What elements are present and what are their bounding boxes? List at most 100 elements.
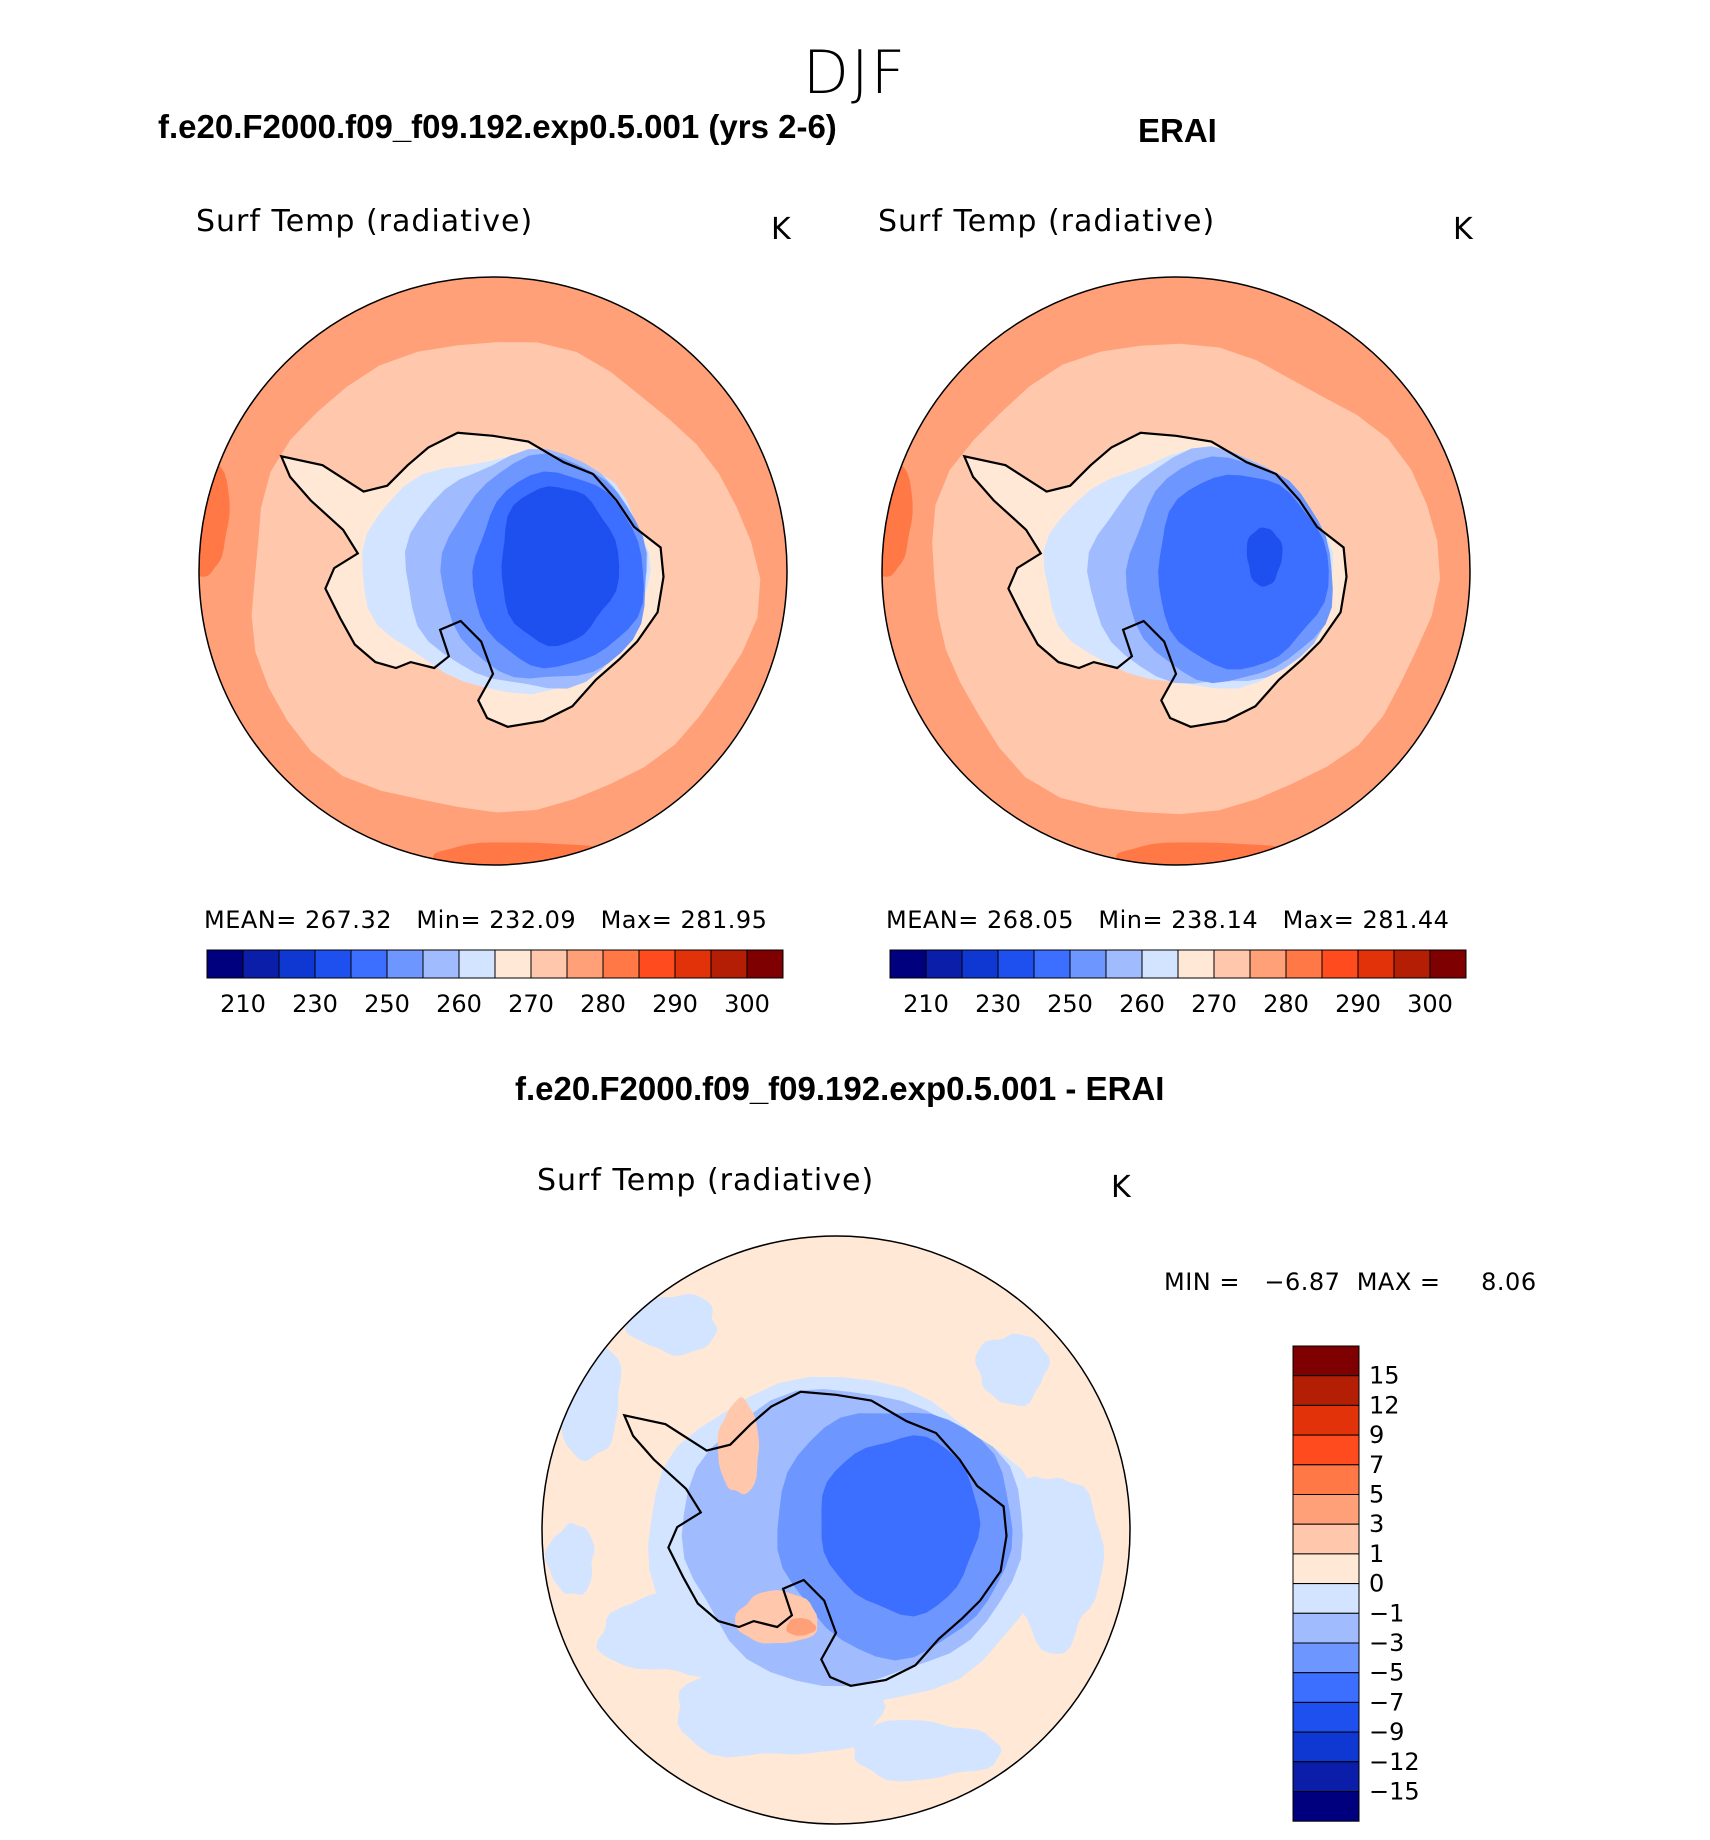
colorbar-swatch <box>638 949 676 979</box>
map-border-1 <box>881 276 1471 866</box>
colorbar-swatch <box>278 949 316 979</box>
colorbar-swatch <box>1213 949 1251 979</box>
obs-max-label: Max= <box>1282 906 1355 934</box>
colorbar-swatch <box>1292 1761 1360 1793</box>
obs-case-title: ERAI <box>1138 112 1217 149</box>
coastline <box>279 431 665 728</box>
colorbar-swatch <box>1429 949 1467 979</box>
diff-cool-patch <box>625 1293 718 1356</box>
colorbar-swatch <box>530 949 568 979</box>
colorbar-swatch <box>1292 1494 1360 1525</box>
level-240 <box>1246 527 1283 587</box>
model-units-label: K <box>771 212 792 247</box>
model-mean-value: 267.32 <box>305 906 392 934</box>
map-panel-0 <box>199 277 787 865</box>
model-mean-label: MEAN= <box>204 906 297 934</box>
colorbar-tick-label: 260 <box>1119 990 1165 1018</box>
colorbar-swatch <box>925 949 963 979</box>
colorbar-swatch <box>1285 949 1323 979</box>
diff-cool-patch <box>854 1720 1002 1782</box>
colorbar-tick-label: 12 <box>1369 1391 1400 1419</box>
obs-mean-value: 268.05 <box>987 906 1074 934</box>
diff-warm-core <box>786 1618 817 1636</box>
colorbar-tick-label: 230 <box>975 990 1021 1018</box>
colorbar-swatch <box>1292 1375 1360 1406</box>
diff-stats: MIN = −6.87 MAX = 8.06 <box>1164 1268 1537 1296</box>
colorbar-swatch <box>350 949 388 979</box>
colorbar-tick-label: 270 <box>508 990 554 1018</box>
colorbar-model: 210 230 250 260 270 280 290 300 <box>206 949 784 1018</box>
colorbar-tick-label: −3 <box>1369 1629 1404 1657</box>
level-240 <box>501 486 620 647</box>
colorbar-swatch <box>1249 949 1287 979</box>
colorbar-tick-label: 3 <box>1369 1510 1384 1538</box>
difference-title: f.e20.F2000.f09_f09.192.exp0.5.001 - ERA… <box>515 1070 1165 1107</box>
colorbar-tick-label: −9 <box>1369 1718 1404 1746</box>
colorbar-tick-label: 260 <box>436 990 482 1018</box>
diff-warm-peninsula <box>717 1397 760 1495</box>
colorbar-swatch <box>1141 949 1179 979</box>
colorbar-tick-label: 7 <box>1369 1451 1384 1479</box>
colorbar-swatch <box>1357 949 1395 979</box>
model-max-value: 281.95 <box>680 906 768 934</box>
colorbar-tick-label: −15 <box>1369 1778 1420 1806</box>
colorbar-swatch <box>1321 949 1359 979</box>
colorbar-swatch <box>566 949 604 979</box>
map-border-0 <box>198 276 788 866</box>
model-case-title: f.e20.F2000.f09_f09.192.exp0.5.001 (yrs … <box>158 108 837 145</box>
colorbar-swatch <box>674 949 712 979</box>
colorbar-swatch <box>889 949 927 979</box>
diff-units-label: K <box>1111 1170 1132 1205</box>
obs-variable-label: Surf Temp (radiative) <box>878 204 1216 239</box>
model-min-label: Min= <box>416 906 482 934</box>
colorbar-swatch <box>1292 1523 1360 1555</box>
colorbar-tick-label: −12 <box>1369 1748 1420 1776</box>
colorbar-tick-label: 210 <box>903 990 949 1018</box>
obs-mean-label: MEAN= <box>886 906 979 934</box>
colorbar-swatch <box>1177 949 1215 979</box>
colorbar-tick-label: −5 <box>1369 1659 1404 1687</box>
colorbar-tick-label: 5 <box>1369 1481 1384 1509</box>
coastline <box>622 1390 1008 1687</box>
colorbar-swatch <box>1292 1404 1360 1436</box>
colorbar-swatch <box>386 949 424 979</box>
colorbar-tick-label: 250 <box>364 990 410 1018</box>
colorbar-swatch <box>1292 1612 1360 1644</box>
warm-edge-west <box>882 447 913 577</box>
model-variable-label: Surf Temp (radiative) <box>196 204 534 239</box>
colorbar-swatch <box>1292 1642 1360 1674</box>
colorbar-swatch <box>1292 1553 1360 1585</box>
colorbar-swatch <box>1393 949 1431 979</box>
colorbar-swatch <box>314 949 352 979</box>
colorbar-tick-label: 0 <box>1369 1570 1384 1598</box>
colorbar-swatch <box>206 949 244 979</box>
colorbar-swatch <box>997 949 1035 979</box>
colorbar-swatch <box>1292 1345 1360 1377</box>
season-title: DJF <box>802 38 908 108</box>
colorbar-swatch <box>961 949 999 979</box>
colorbar-swatch <box>1292 1791 1360 1822</box>
colorbar-swatch <box>1105 949 1143 979</box>
obs-min-value: 238.14 <box>1171 906 1259 934</box>
colorbar-tick-label: 15 <box>1369 1362 1400 1390</box>
obs-max-value: 281.44 <box>1362 906 1450 934</box>
level-250 <box>1158 474 1329 670</box>
colorbar-swatch <box>710 949 748 979</box>
colorbar-swatch <box>242 949 280 979</box>
diff-min-label: MIN = <box>1164 1268 1240 1296</box>
diff-min-value: −6.87 <box>1264 1268 1341 1296</box>
colorbar-swatch <box>1069 949 1107 979</box>
colorbar-tick-label: 300 <box>724 990 770 1018</box>
coastline <box>962 431 1348 728</box>
obs-stats: MEAN= 268.05 Min= 238.14 Max= 281.44 <box>886 906 1449 934</box>
colorbar-swatch <box>422 949 460 979</box>
model-max-label: Max= <box>600 906 673 934</box>
colorbar-tick-label: 1 <box>1369 1540 1384 1568</box>
colorbar-tick-label: 290 <box>652 990 698 1018</box>
colorbar-tick-label: 250 <box>1047 990 1093 1018</box>
colorbar-tick-label: 210 <box>220 990 266 1018</box>
colorbar-swatch <box>1033 949 1071 979</box>
warm-edge-south <box>432 842 611 865</box>
colorbar-tick-label: 230 <box>292 990 338 1018</box>
